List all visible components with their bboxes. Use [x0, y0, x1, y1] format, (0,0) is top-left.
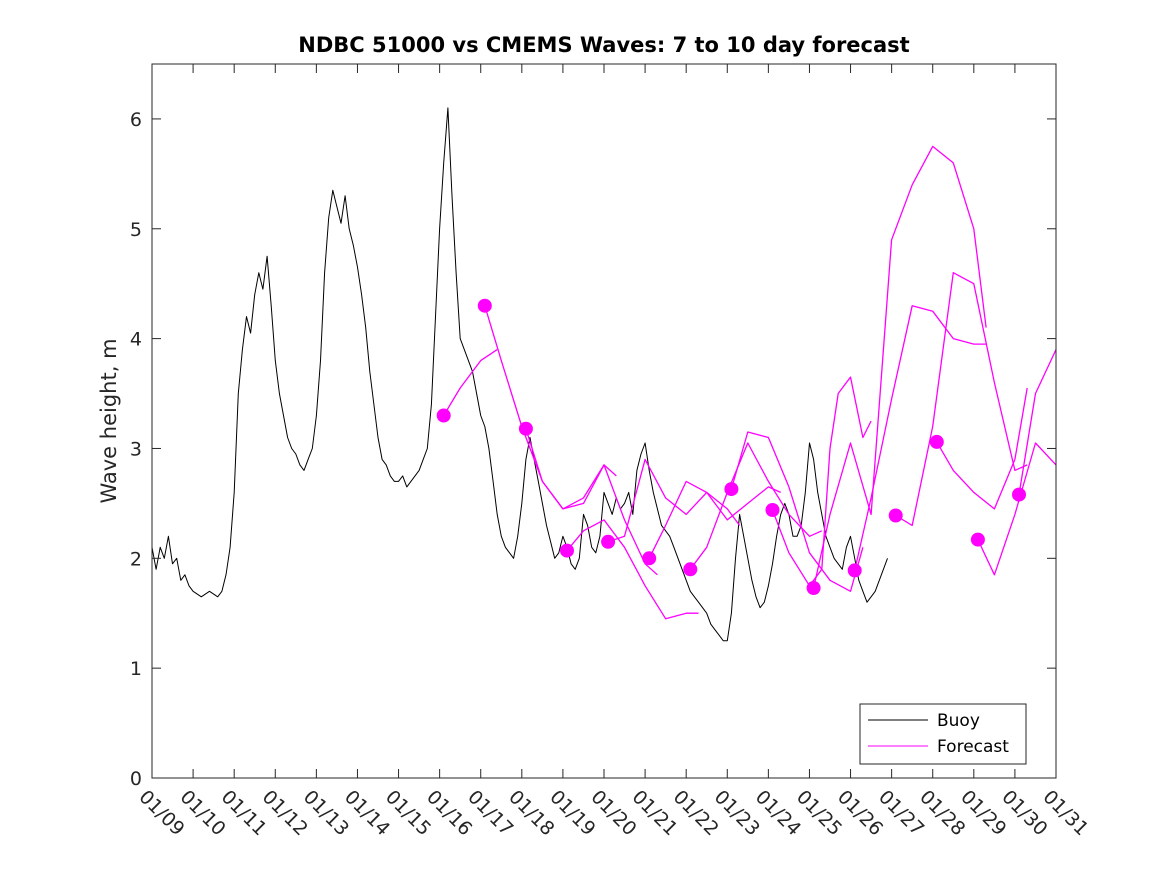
x-tick-label-19: 01/28: [915, 786, 969, 840]
x-tick-label-4: 01/13: [299, 786, 353, 840]
x-tick-label-9: 01/18: [504, 786, 558, 840]
x-tick-label-12: 01/21: [628, 786, 682, 840]
forecast-marker-1: [436, 408, 451, 423]
y-tick-label-4: 4: [130, 329, 142, 351]
forecast-marker-15: [1012, 487, 1026, 502]
series-layer: [151, 107, 1057, 642]
x-tick-label-5: 01/14: [340, 786, 394, 840]
legend-buoy-label: Buoy: [937, 711, 980, 731]
x-tick-label-2: 01/11: [217, 786, 271, 840]
x-tick-label-10: 01/19: [545, 786, 599, 840]
x-tick-label-3: 01/12: [258, 786, 312, 840]
forecast-series-line-12: [895, 272, 1028, 527]
forecast-series-line-8: [730, 431, 864, 592]
y-tick-label-3: 3: [130, 438, 142, 460]
forecast-marker-4: [560, 543, 574, 558]
x-tick-label-15: 01/24: [751, 786, 805, 840]
forecast-marker-13: [929, 434, 944, 449]
forecast-series-line-4: [566, 519, 699, 620]
forecast-series-line-9: [771, 376, 872, 587]
chart-title: NDBC 51000 vs CMEMS Waves: 7 to 10 day f…: [298, 33, 909, 57]
buoy-series-line: [151, 107, 888, 642]
x-tick-label-6: 01/15: [381, 786, 435, 840]
forecast-marker-6: [642, 551, 657, 566]
y-tick-label-0: 0: [130, 768, 142, 790]
forecast-series-line-14: [977, 442, 1057, 576]
legend-forecast-label: Forecast: [937, 737, 1009, 757]
legend: Buoy Forecast: [859, 703, 1027, 765]
y-tick-label-2: 2: [130, 548, 142, 570]
x-tick-label-21: 01/30: [997, 786, 1051, 840]
forecast-series-line-13: [936, 387, 1028, 510]
forecast-marker-14: [970, 532, 985, 547]
forecast-series-line-6: [648, 480, 781, 559]
x-tick-label-18: 01/27: [874, 786, 928, 840]
x-tick-label-17: 01/26: [833, 786, 887, 840]
plot-area: [152, 64, 1056, 778]
x-tick-label-13: 01/22: [669, 786, 723, 840]
forecast-marker-5: [601, 534, 616, 549]
x-tick-label-8: 01/17: [463, 786, 517, 840]
forecast-marker-9: [765, 503, 780, 517]
forecast-series-line-5: [607, 458, 741, 543]
forecast-marker-10: [806, 581, 821, 595]
forecast-marker-7: [683, 562, 698, 577]
forecast-series-line-1: [443, 349, 498, 416]
forecast-marker-11: [847, 563, 862, 578]
x-tick-label-22: 01/31: [1038, 786, 1092, 840]
x-tick-label-16: 01/25: [792, 786, 846, 840]
y-tick-label-6: 6: [130, 109, 142, 131]
x-tick-label-0: 01/09: [134, 786, 188, 840]
legend-box: [859, 703, 1027, 765]
y-tick-label-5: 5: [130, 219, 142, 241]
forecast-series-line-3: [525, 428, 658, 576]
forecast-marker-2: [477, 298, 492, 313]
y-axis-label: Wave height, m: [97, 338, 121, 503]
forecast-marker-12: [888, 508, 903, 523]
forecast-marker-3: [518, 421, 533, 436]
forecast-marker-8: [724, 482, 739, 497]
x-tick-label-14: 01/23: [710, 786, 764, 840]
x-tick-label-7: 01/16: [422, 786, 476, 840]
y-tick-label-1: 1: [130, 658, 142, 680]
forecast-series-line-10: [812, 145, 987, 589]
x-tick-label-11: 01/20: [586, 786, 640, 840]
forecast-series-line-11: [854, 305, 987, 571]
x-tick-label-20: 01/29: [956, 786, 1010, 840]
forecast-series-line-7: [689, 442, 823, 570]
forecast-series-line-15: [1018, 349, 1057, 495]
x-tick-label-1: 01/10: [176, 786, 230, 840]
